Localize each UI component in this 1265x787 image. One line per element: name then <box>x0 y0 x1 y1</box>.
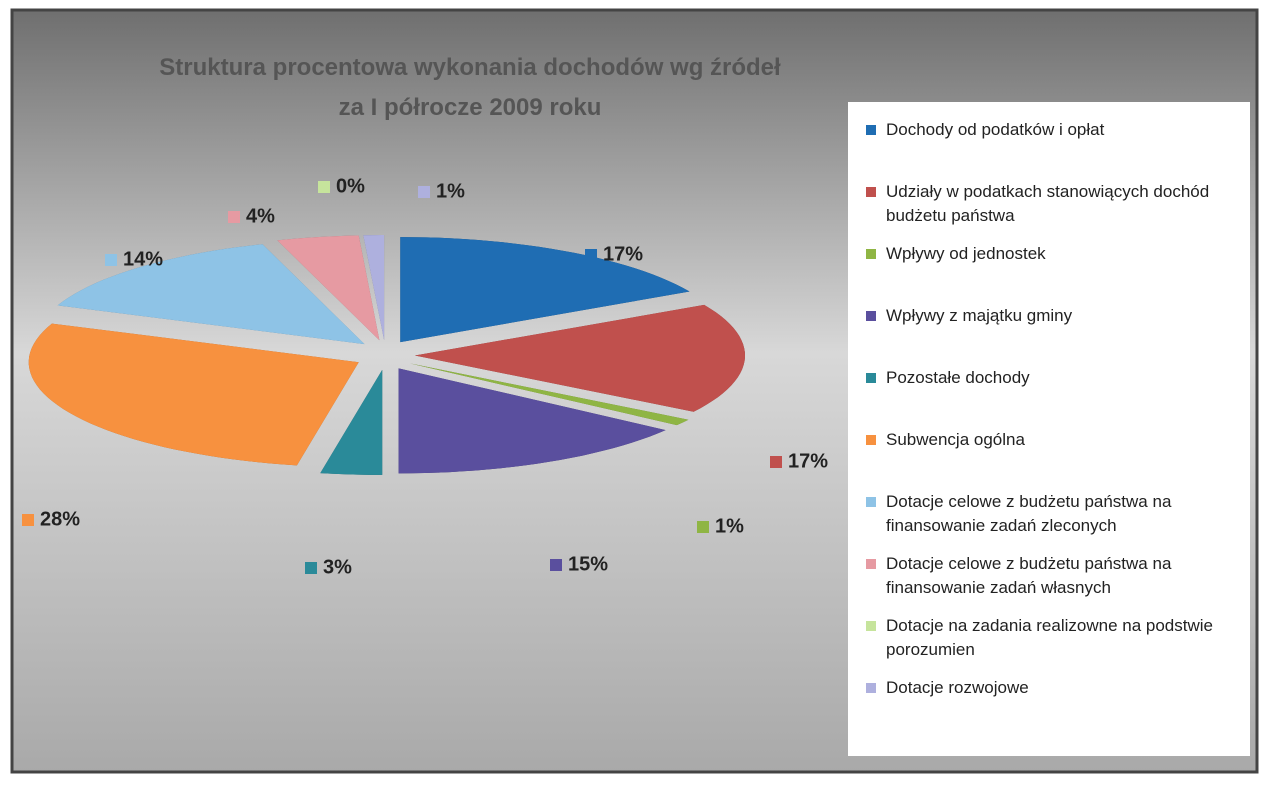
chart-title: Struktura procentowa wykonania dochodów … <box>159 54 781 81</box>
legend-item: Subwencja ogólna <box>866 428 1256 452</box>
legend-marker <box>866 249 876 259</box>
legend-label: Dochody od podatków i opłat <box>886 120 1105 139</box>
label-marker <box>228 211 240 223</box>
legend-item: Dotacje rozwojowe <box>866 676 1256 700</box>
legend-item: Udziały w podatkach stanowiących dochód … <box>866 180 1256 228</box>
pie-slice <box>398 368 666 474</box>
data-label: 17% <box>603 243 643 265</box>
pie-slice <box>320 369 383 475</box>
pie-slice <box>400 237 690 343</box>
label-marker <box>770 456 782 468</box>
pie-slice <box>363 235 385 340</box>
pie-slice <box>277 235 380 341</box>
legend-item: Wpływy od jednostek <box>866 242 1256 266</box>
legend: Dochody od podatków i opłat Udziały w pod… <box>848 102 1250 756</box>
legend-marker <box>866 373 876 383</box>
legend-label: Wpływy od jednostek <box>886 244 1046 263</box>
legend-label: Pozostałe dochody <box>886 368 1030 387</box>
data-label: 0% <box>336 175 365 197</box>
legend-label: Subwencja ogólna <box>886 430 1025 449</box>
data-label: 17% <box>788 450 828 472</box>
legend-marker <box>866 311 876 321</box>
data-label: 3% <box>323 556 352 578</box>
label-marker <box>22 514 34 526</box>
legend-label: Dotacje rozwojowe <box>886 678 1029 697</box>
legend-item: Wpływy z majątku gminy <box>866 304 1256 328</box>
legend-marker <box>866 683 876 693</box>
legend-label: Dotacje celowe z budżetu państwa na fina… <box>886 492 1172 535</box>
pie-slice <box>57 244 365 345</box>
pie-slice <box>415 304 745 412</box>
chart-title: za I półrocze 2009 roku <box>339 94 602 121</box>
legend-item: Pozostałe dochody <box>866 366 1256 390</box>
legend-label: Udziały w podatkach stanowiących dochód … <box>886 182 1210 225</box>
legend-marker <box>866 559 876 569</box>
legend-item: Dotacje celowe z budżetu państwa na fina… <box>866 552 1256 600</box>
label-marker <box>550 559 562 571</box>
legend-item: Dotacje celowe z budżetu państwa na fina… <box>866 490 1256 538</box>
data-label: 14% <box>123 248 163 270</box>
label-marker <box>105 254 117 266</box>
legend-marker <box>866 497 876 507</box>
pie-slice <box>28 323 359 466</box>
legend-marker <box>866 621 876 631</box>
data-label: 1% <box>436 180 465 202</box>
legend-marker <box>866 187 876 197</box>
legend-item: Dochody od podatków i opłat <box>866 118 1256 142</box>
legend-label: Dotacje na zadania realizowne na podstwi… <box>886 616 1213 659</box>
label-marker <box>318 181 330 193</box>
data-label: 1% <box>715 515 744 537</box>
label-marker <box>697 521 709 533</box>
legend-label: Wpływy z majątku gminy <box>886 306 1073 325</box>
legend-item: Dotacje na zadania realizowne na podstwi… <box>866 614 1256 662</box>
label-marker <box>585 249 597 261</box>
legend-label: Dotacje celowe z budżetu państwa na fina… <box>886 554 1172 597</box>
legend-marker <box>866 435 876 445</box>
data-label: 4% <box>246 205 275 227</box>
label-marker <box>305 562 317 574</box>
label-marker <box>418 186 430 198</box>
data-label: 28% <box>40 508 80 530</box>
legend-marker <box>866 125 876 135</box>
data-label: 15% <box>568 553 608 575</box>
pie-slice <box>409 363 689 426</box>
